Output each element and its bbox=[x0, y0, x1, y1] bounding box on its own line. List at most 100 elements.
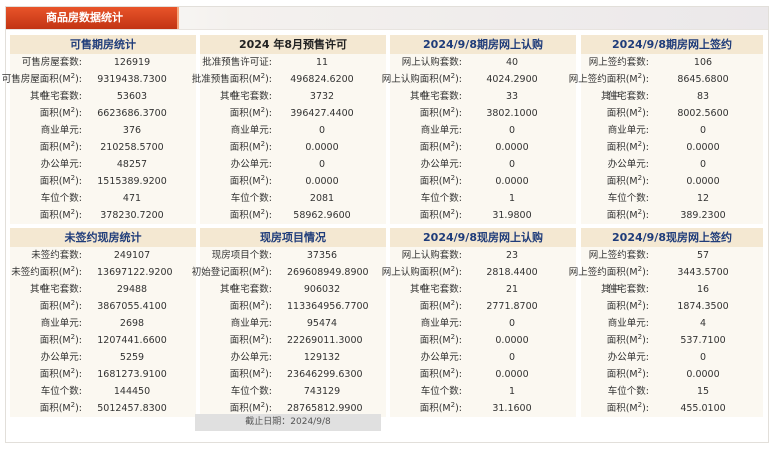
unit-superscript: 2 bbox=[70, 105, 76, 114]
stat-label: 车位个数: bbox=[421, 383, 462, 400]
unit-close: ): bbox=[642, 301, 649, 312]
stat-value: 1681273.9100 bbox=[97, 369, 167, 380]
stat-label-text: 商业单元: bbox=[420, 125, 462, 136]
panel-heading: 未签约现房统计 bbox=[10, 228, 196, 247]
stat-value: 378230.7200 bbox=[100, 210, 164, 221]
stat-label-text: 商业单元: bbox=[230, 125, 272, 136]
stat-label: 办公单元: bbox=[231, 156, 272, 173]
stat-panel: 2024/9/8期房网上认购 网上认购套数: 40 网上认购面积(M2): 4024.2… bbox=[382, 35, 576, 224]
stat-value: 269608949.8900 bbox=[287, 267, 369, 278]
stat-label-text: 办公单元: bbox=[420, 352, 462, 363]
stat-label-text: 面积(M bbox=[229, 335, 261, 346]
stat-row: 其中 住宅套数: 906032 bbox=[200, 281, 386, 298]
unit-close: ): bbox=[75, 403, 82, 414]
stat-label-text: 面积(M bbox=[606, 335, 638, 346]
stat-row: 网上签约套数: 106 bbox=[581, 54, 763, 71]
stat-value: 40 bbox=[505, 57, 519, 68]
stat-value: 33 bbox=[505, 91, 519, 102]
unit-close: ): bbox=[75, 267, 82, 278]
stat-value: 126919 bbox=[113, 57, 151, 68]
stat-label: 现房项目个数: bbox=[212, 247, 272, 264]
stat-label: 办公单元: bbox=[421, 349, 462, 366]
panel-heading: 2024 年8月预售许可 bbox=[200, 35, 386, 54]
stat-label: 面积(M2): bbox=[40, 366, 82, 383]
unit-superscript: 2 bbox=[70, 139, 76, 148]
title-bar: 商品房数据统计 bbox=[6, 7, 768, 30]
stat-row: 面积(M2): 455.0100 bbox=[581, 400, 763, 417]
stat-value: 2771.8700 bbox=[486, 301, 538, 312]
stat-value: 249107 bbox=[113, 250, 151, 261]
subset-label: 其中 bbox=[30, 284, 50, 295]
stat-panel: 2024/9/8现房网上认购 网上认购套数: 23 网上认购面积(M2): 2818.4… bbox=[382, 228, 576, 417]
unit-close: ): bbox=[265, 267, 272, 278]
stat-row: 其中 住宅套数: 53603 bbox=[10, 88, 196, 105]
unit-close: ): bbox=[265, 74, 272, 85]
stat-row: 车位个数: 2081 bbox=[200, 190, 386, 207]
unit-close: ): bbox=[75, 74, 82, 85]
stat-label: 车位个数: bbox=[421, 190, 462, 207]
unit-close: ): bbox=[642, 108, 649, 119]
unit-superscript: 2 bbox=[450, 366, 456, 375]
stat-row: 其中 住宅套数: 33 bbox=[390, 88, 576, 105]
unit-superscript: 2 bbox=[450, 298, 456, 307]
unit-close: ): bbox=[455, 210, 462, 221]
stat-value: 396427.4400 bbox=[290, 108, 354, 119]
stat-row: 面积(M2): 378230.7200 bbox=[10, 207, 196, 224]
unit-superscript: 2 bbox=[70, 366, 76, 375]
stat-label-text: 面积(M bbox=[606, 142, 638, 153]
stat-value: 0 bbox=[508, 352, 516, 363]
stat-value: 1515389.9200 bbox=[97, 176, 167, 187]
stat-label: 批准预售面积(M2): bbox=[192, 71, 272, 88]
stat-label: 面积(M2): bbox=[230, 105, 272, 122]
stat-row: 其中 住宅套数: 29488 bbox=[10, 281, 196, 298]
stat-row: 面积(M2): 0.0000 bbox=[581, 173, 763, 190]
stat-label-text: 批准预售面积(M bbox=[191, 74, 261, 85]
stat-panel: 2024/9/8期房网上签约 网上签约套数: 106 网上签约面积(M2): 8645.… bbox=[569, 35, 763, 224]
stat-label-text: 初始登记面积(M bbox=[191, 267, 261, 278]
unit-close: ): bbox=[75, 108, 82, 119]
stat-value: 210258.5700 bbox=[100, 142, 164, 153]
stat-label-text: 面积(M bbox=[229, 369, 261, 380]
stat-label-text: 办公单元: bbox=[40, 159, 82, 170]
stat-label: 住宅套数: bbox=[608, 281, 649, 298]
stat-label: 网上认购套数: bbox=[402, 54, 462, 71]
stat-label: 网上认购套数: bbox=[402, 247, 462, 264]
unit-superscript: 2 bbox=[260, 207, 266, 216]
unit-close: ): bbox=[75, 142, 82, 153]
stat-label-text: 住宅套数: bbox=[420, 91, 462, 102]
stat-value: 15 bbox=[696, 386, 710, 397]
stat-row: 面积(M2): 23646299.6300 bbox=[200, 366, 386, 383]
stat-label: 面积(M2): bbox=[40, 400, 82, 417]
stat-value: 2818.4400 bbox=[486, 267, 538, 278]
panel-heading: 现房项目情况 bbox=[200, 228, 386, 247]
stat-label-text: 面积(M bbox=[39, 210, 71, 221]
stat-value: 0.0000 bbox=[686, 369, 720, 380]
stat-row: 其中 住宅套数: 3732 bbox=[200, 88, 386, 105]
stat-value: 0.0000 bbox=[495, 335, 529, 346]
stat-row: 批准预售面积(M2): 496824.6200 bbox=[192, 71, 386, 88]
stat-row: 面积(M2): 1681273.9100 bbox=[10, 366, 196, 383]
stat-row: 办公单元: 0 bbox=[390, 349, 576, 366]
stat-row: 未签约套数: 249107 bbox=[10, 247, 196, 264]
stat-row: 面积(M2): 3802.1000 bbox=[390, 105, 576, 122]
stat-label: 住宅套数: bbox=[41, 281, 82, 298]
stat-label-text: 面积(M bbox=[229, 142, 261, 153]
stat-value: 95474 bbox=[306, 318, 338, 329]
stat-label-text: 车位个数: bbox=[607, 386, 649, 397]
stat-label: 面积(M2): bbox=[607, 332, 649, 349]
stat-value: 0 bbox=[508, 159, 516, 170]
stat-label-text: 面积(M bbox=[39, 142, 71, 153]
stat-label-text: 商业单元: bbox=[607, 318, 649, 329]
unit-close: ): bbox=[455, 142, 462, 153]
stat-panel: 2024/9/8现房网上签约 网上签约套数: 57 网上签约面积(M2): 3443.5… bbox=[569, 228, 763, 417]
stat-label-text: 可售房屋套数: bbox=[21, 57, 82, 68]
stat-label-text: 商业单元: bbox=[420, 318, 462, 329]
stat-value: 389.2300 bbox=[680, 210, 726, 221]
stat-label-text: 面积(M bbox=[419, 176, 451, 187]
stat-row: 现房项目个数: 37356 bbox=[200, 247, 386, 264]
stat-label: 面积(M2): bbox=[420, 366, 462, 383]
unit-close: ): bbox=[75, 369, 82, 380]
stat-label: 面积(M2): bbox=[607, 207, 649, 224]
stat-value: 3802.1000 bbox=[486, 108, 538, 119]
stat-row: 其中 住宅套数: 16 bbox=[581, 281, 763, 298]
